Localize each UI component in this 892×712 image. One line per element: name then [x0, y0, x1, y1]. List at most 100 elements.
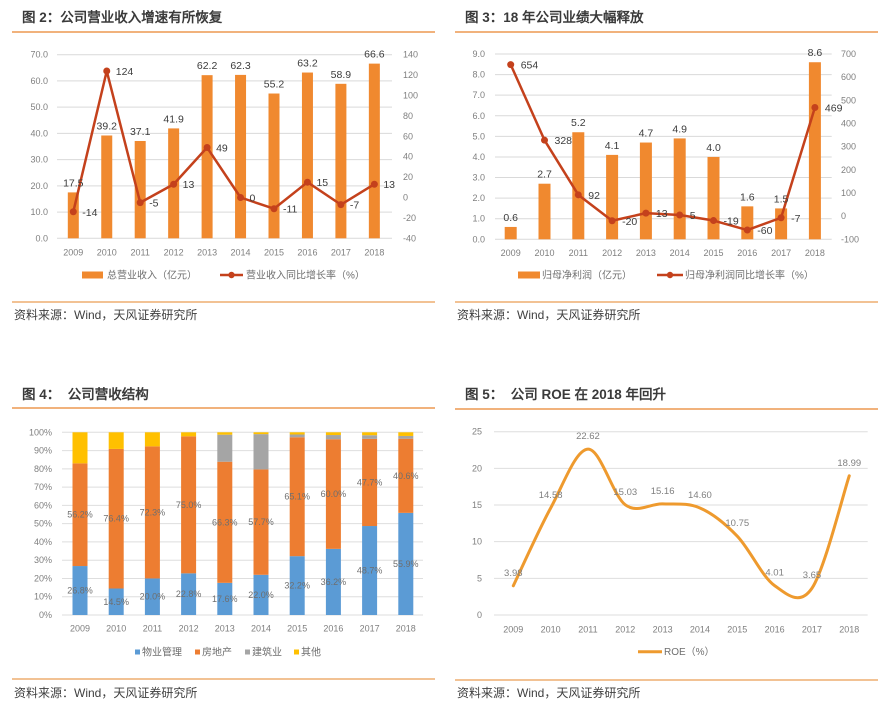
bar-segment	[362, 526, 378, 615]
title-divider	[12, 31, 435, 33]
y-tick-label: 80%	[34, 464, 52, 474]
line-value-label: 5	[690, 210, 696, 222]
x-axis: 2009 2010 2011 2012 2013 2014 2015 2016 2017 2018	[503, 625, 859, 635]
segment-value-label: 47.7%	[357, 477, 383, 487]
x-tick-label: 2017	[802, 625, 822, 635]
figure-3-panel: 图 3：18 年公司业绩大幅释放 0.0 1.0 2.0 3.0 4.0 5.0 6.0 7.…	[445, 0, 892, 356]
stacked-bar-2015	[289, 432, 305, 615]
figure-title: 图 4： 公司营收结构	[22, 387, 149, 402]
y-right-tick-label: 60	[403, 131, 413, 141]
bar-segment	[325, 435, 341, 440]
x-tick-label: 2014	[251, 624, 271, 634]
segment-data-labels: 26.8% 56.2% 14.5% 76.4% 20.0% 72.3% 22.8% 75.0%…	[67, 471, 418, 607]
x-tick-label: 2016	[737, 248, 757, 258]
segment-value-label: 76.4%	[103, 514, 129, 524]
bar-segment	[325, 439, 341, 549]
bar-segment	[253, 434, 269, 470]
legend-item: 建筑业	[245, 646, 282, 659]
legend-swatch	[135, 649, 140, 655]
net-profit-chart: 0.0 1.0 2.0 3.0 4.0 5.0 6.0 7.0 8.0 9.0 -100 0 100 20…	[472, 47, 859, 281]
x-tick-label: 2017	[771, 248, 791, 258]
x-tick-label: 2017	[331, 248, 351, 258]
bar-segment	[398, 512, 414, 615]
x-axis: 2009 2010 2011 2012 2013 2014 2015 2016 2017 2018	[501, 248, 825, 258]
line-point-marker	[203, 144, 211, 152]
line-point-marker	[743, 226, 751, 234]
bar-value-label: 4.1	[605, 140, 620, 152]
roe-value-label: 4.01	[765, 568, 784, 579]
roe-value-label: 22.62	[576, 431, 600, 442]
y-left-tick-label: 10.0	[30, 207, 48, 217]
bar	[673, 138, 686, 240]
segment-value-label: 72.3%	[140, 507, 166, 517]
bar-value-label: 4.7	[639, 128, 654, 140]
line-data-labels: -14 124 -5 13 49 0 -11 15 -7 13	[82, 66, 395, 219]
figure-title: 图 2：公司营业收入增速有所恢复	[22, 10, 223, 25]
segment-value-label: 48.7%	[357, 566, 383, 576]
y-left-tick-label: 7.0	[472, 90, 485, 100]
stacked-bar-2009	[72, 432, 88, 615]
y-right-tick-label: 80	[403, 111, 413, 121]
source-note: 资料来源：Wind，天风证券研究所	[14, 686, 198, 700]
stacked-bar-2014	[253, 432, 269, 615]
roe-series	[511, 447, 851, 600]
x-tick-label: 2014	[690, 625, 710, 635]
y-right-tick-label: -100	[841, 234, 859, 244]
bar-value-label: 58.9	[331, 69, 352, 81]
bar	[101, 135, 113, 239]
figure-title: 图 3：18 年公司业绩大幅释放	[465, 10, 644, 25]
bar-segment	[289, 434, 305, 438]
x-tick-label: 2013	[636, 248, 656, 258]
legend-item-line: 营业收入同比增长率（%）	[220, 269, 365, 282]
bar-segment	[289, 432, 305, 435]
x-tick-label: 2013	[197, 248, 217, 258]
y-right-tick-label: 600	[841, 72, 856, 82]
bar-segment	[217, 582, 233, 615]
bar	[268, 93, 280, 239]
figure-title: 图 5： 公司 ROE 在 2018 年回升	[465, 387, 667, 402]
source-note: 资料来源：Wind，天风证券研究所	[457, 308, 641, 322]
bar	[201, 75, 213, 239]
line-point-marker	[337, 201, 345, 209]
y-tick-label: 30%	[34, 555, 52, 565]
x-tick-label: 2011	[143, 624, 162, 634]
bar-segment	[108, 448, 124, 589]
line-value-label: 328	[555, 135, 573, 147]
bar-segment	[181, 436, 197, 574]
line-value-label: 92	[588, 190, 600, 202]
bar-segment	[72, 566, 88, 615]
bar-segment	[289, 556, 305, 615]
figure-5-panel: 图 5： 公司 ROE 在 2018 年回升 0 5 10 15 20 25 3.98 14.…	[445, 356, 892, 712]
x-tick-label: 2018	[805, 248, 825, 258]
line-value-label: -5	[149, 198, 158, 210]
legend-marker-icon	[666, 271, 674, 279]
y-left-tick-label: 5.0	[472, 131, 485, 141]
y-right-tick-label: 300	[841, 142, 856, 152]
x-tick-label: 2018	[396, 624, 416, 634]
x-tick-label: 2017	[360, 624, 380, 634]
stacked-bar-2010	[108, 432, 124, 615]
y-left-tick-label: 40.0	[30, 128, 48, 138]
line-value-label: 13	[656, 208, 668, 220]
bar-segment	[253, 574, 269, 615]
bar-segment	[72, 463, 88, 567]
y-left-tick-label: 30.0	[30, 155, 48, 165]
y-left-tick-label: 6.0	[472, 111, 485, 121]
bar-segment	[144, 432, 160, 447]
y-right-tick-label: 100	[403, 91, 418, 101]
y-right-tick-label: 500	[841, 95, 856, 105]
bar-segment	[325, 548, 341, 615]
source-divider	[455, 679, 878, 681]
line-data-labels: 654 328 92 -20 13 5 -19 -60 -7 469	[521, 60, 843, 237]
x-tick-label: 2012	[164, 248, 184, 258]
growth-line	[72, 69, 376, 213]
roe-value-label: 14.60	[688, 490, 712, 501]
source-divider	[12, 301, 435, 303]
line-value-label: 469	[825, 103, 843, 115]
growth-line	[509, 64, 817, 232]
x-tick-label: 2015	[287, 624, 307, 634]
segment-value-label: 14.5%	[103, 597, 129, 607]
bar	[301, 72, 313, 239]
y-tick-label: 0%	[39, 610, 52, 620]
y-left-tick-label: 3.0	[472, 173, 485, 183]
